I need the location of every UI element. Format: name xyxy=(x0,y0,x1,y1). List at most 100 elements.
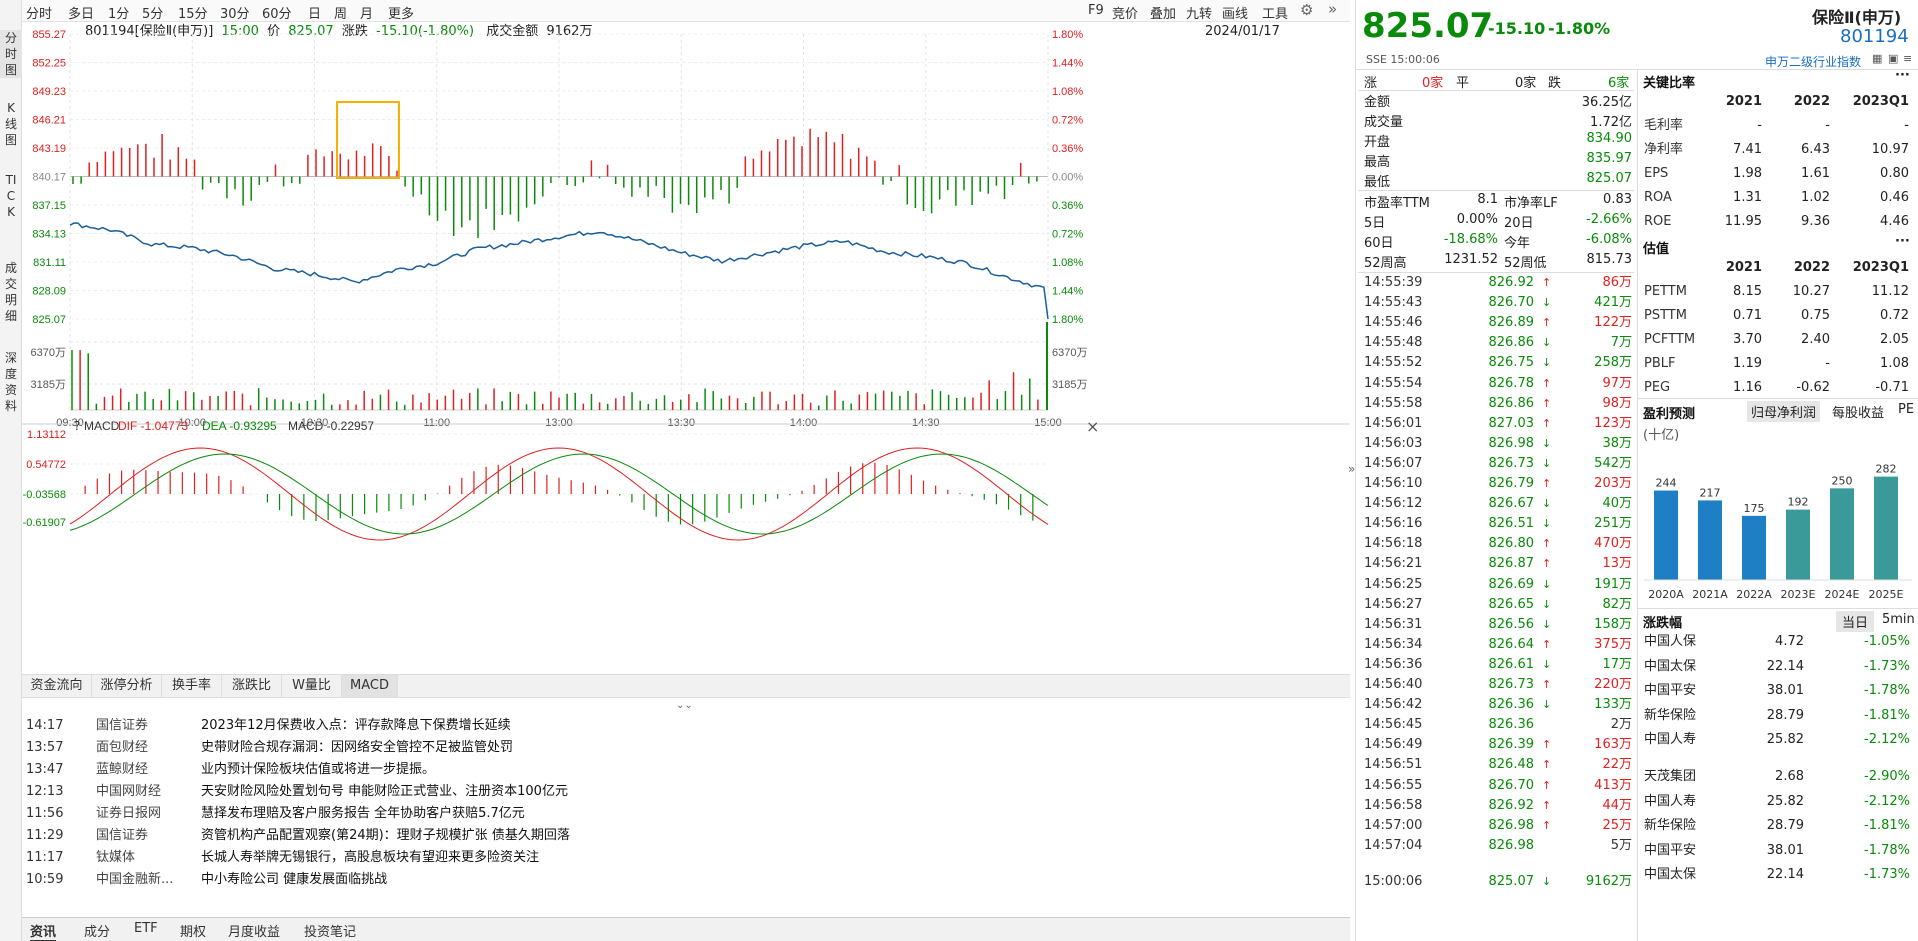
period-day[interactable]: 日 xyxy=(308,7,322,22)
rail-item-trades[interactable]: 成交明细 xyxy=(4,261,17,323)
rail-item-intraday[interactable]: 分时图 xyxy=(0,30,22,78)
tab-notes[interactable]: 投资笔记 xyxy=(304,925,357,940)
peer-row[interactable]: 中国人寿 25.82 -2.12% xyxy=(1642,790,1914,814)
peer-row[interactable]: 天茂集团 2.68 -2.90% xyxy=(1642,765,1914,789)
period-60min[interactable]: 60分 xyxy=(262,7,292,22)
peer-row[interactable]: 新华保险 28.79 -1.81% xyxy=(1642,814,1914,838)
peer-row[interactable]: 中国平安 38.01 -1.78% xyxy=(1642,679,1914,703)
tab-news[interactable]: 资讯 xyxy=(30,921,57,941)
period-1min[interactable]: 1分 xyxy=(108,7,130,22)
draw-button[interactable]: 画线 xyxy=(1222,7,1249,22)
tick-volume: 122万 xyxy=(1594,315,1632,331)
ratios-more-icon[interactable]: ··· xyxy=(1895,68,1910,83)
news-headline[interactable]: 天安财险风险处置划句号 申能财险正式营业、注册资本100亿元 xyxy=(201,784,568,799)
valuation-label: PETTM xyxy=(1644,284,1687,299)
news-headline[interactable]: 业内预计保险板块估值或将进一步提振。 xyxy=(201,762,436,777)
f9-button[interactable]: F9 xyxy=(1088,3,1104,18)
forecast-category: 2025E xyxy=(1869,588,1904,601)
news-headline[interactable]: 资管机构产品配置观察(第24期)：理财子规模扩张 债基久期回落 xyxy=(201,828,570,843)
tab-today[interactable]: 当日 xyxy=(1836,611,1875,632)
tools-button[interactable]: 工具 xyxy=(1262,7,1289,22)
tab-components[interactable]: 成分 xyxy=(84,925,111,940)
period-5min[interactable]: 5分 xyxy=(142,7,164,22)
panel-collapse-icon[interactable]: » xyxy=(1348,462,1356,476)
news-headline[interactable]: 长城人寿举牌无锡银行，高股息板块有望迎来更多险资关注 xyxy=(201,850,540,865)
peer-change: -2.90% xyxy=(1864,769,1910,784)
close-icon[interactable]: × xyxy=(1086,417,1099,436)
period-15min[interactable]: 15分 xyxy=(178,7,208,22)
tab-eps[interactable]: 每股收益 xyxy=(1832,406,1885,421)
period-week[interactable]: 周 xyxy=(334,7,348,22)
tab-macd[interactable]: MACD xyxy=(342,675,398,697)
valuation-value: 1.16 xyxy=(1733,380,1762,395)
arrow-down-icon: ↓ xyxy=(1542,577,1552,591)
news-time: 13:57 xyxy=(26,740,64,755)
news-item[interactable]: 11:29 国信证券 资管机构产品配置观察(第24期)：理财子规模扩张 债基久期回落 xyxy=(26,825,570,846)
price-axis-label: 855.27 xyxy=(32,29,66,41)
jiuzhuan-button[interactable]: 九转 xyxy=(1186,7,1213,22)
news-item[interactable]: 11:17 钛媒体 长城人寿举牌无锡银行，高股息板块有望迎来更多险资关注 xyxy=(26,847,539,868)
tab-turnover[interactable]: 换手率 xyxy=(162,675,222,697)
stat2-label: 今年 xyxy=(1504,236,1531,251)
auction-button[interactable]: 竞价 xyxy=(1112,7,1139,22)
tab-monthly-return[interactable]: 月度收益 xyxy=(228,925,281,940)
news-headline[interactable]: 中小寿险公司 健康发展面临挑战 xyxy=(201,872,388,887)
info-icon[interactable]: ▣ xyxy=(1888,52,1899,65)
peer-row[interactable]: 中国人寿 25.82 -2.12% xyxy=(1642,728,1914,752)
tab-net-profit[interactable]: 归母净利润 xyxy=(1747,401,1821,422)
news-item[interactable]: 11:56 证券日报网 慧择发布理赔及客户服务报告 全年协助客户获赔5.7亿元 xyxy=(26,803,525,824)
period-30min[interactable]: 30分 xyxy=(220,7,250,22)
index-category-link[interactable]: 申万二级行业指数 xyxy=(1765,55,1862,69)
news-headline[interactable]: 史带财险合规存漏洞：因网络安全管控不足被监管处罚 xyxy=(201,740,514,755)
news-item[interactable]: 10:59 中国金融新... 中小寿险公司 健康发展面临挑战 xyxy=(26,869,387,890)
tick-price: 826.36 xyxy=(1488,697,1535,713)
news-item[interactable]: 14:17 国信证券 2023年12月保费收入点：评存款降息下保费增长延续 xyxy=(26,715,511,736)
gear-icon[interactable]: ⚙ xyxy=(1300,1,1314,19)
news-item[interactable]: 13:47 蓝鲸财经 业内预计保险板块估值或将进一步提振。 xyxy=(26,759,435,780)
valuation-more-icon[interactable]: ··· xyxy=(1895,234,1910,249)
tab-limit-analysis[interactable]: 涨停分析 xyxy=(92,675,162,697)
question-icon[interactable]: ? xyxy=(74,419,80,433)
period-month[interactable]: 月 xyxy=(360,7,374,22)
tab-w-volume-ratio[interactable]: W量比 xyxy=(282,675,342,697)
peer-row[interactable]: 中国平安 38.01 -1.78% xyxy=(1642,839,1914,863)
period-intraday[interactable]: 分时 xyxy=(26,7,53,22)
tick-row: 14:55:54 826.78 ↑ 97万 xyxy=(1364,374,1634,394)
peer-row[interactable]: 中国太保 22.14 -1.73% xyxy=(1642,655,1914,679)
period-more[interactable]: 更多 xyxy=(388,7,415,22)
rail-item-kline[interactable]: K线图 xyxy=(4,101,17,147)
tab-pe[interactable]: PE xyxy=(1898,402,1915,417)
tick-time: 14:55:48 xyxy=(1364,335,1423,351)
tab-5min[interactable]: 5min xyxy=(1882,612,1915,627)
tab-fund-flow[interactable]: 资金流向 xyxy=(22,675,92,697)
news-headline[interactable]: 慧择发布理赔及客户服务报告 全年协助客户获赔5.7亿元 xyxy=(201,806,525,821)
tab-adv-dec[interactable]: 涨跌比 xyxy=(222,675,282,697)
rail-item-depth[interactable]: 深度资料 xyxy=(4,351,17,413)
peer-price: 25.82 xyxy=(1766,732,1804,747)
overlay-button[interactable]: 叠加 xyxy=(1150,7,1177,22)
intraday-chart[interactable]: 855.27 1.80% 852.25 1.44% 849.23 1.08% 846.21 0… xyxy=(22,22,1350,674)
double-chevron-right-icon[interactable]: » xyxy=(1328,0,1338,18)
highlight-box xyxy=(336,101,400,179)
peer-row[interactable]: 中国太保 22.14 -1.73% xyxy=(1642,863,1914,887)
peer-row[interactable]: 新华保险 28.79 -1.81% xyxy=(1642,704,1914,728)
valuation-year: 2023Q1 xyxy=(1852,260,1909,275)
more-icon[interactable]: ≡ xyxy=(1903,52,1913,65)
peer-row[interactable]: 中国人保 4.72 -1.05% xyxy=(1642,630,1914,654)
chevron-down-icon[interactable]: ⌄⌄ xyxy=(676,700,693,711)
news-headline[interactable]: 2023年12月保费收入点：评存款降息下保费增长延续 xyxy=(201,718,511,733)
news-item[interactable]: 13:57 面包财经 史带财险合规存漏洞：因网络安全管控不足被监管处罚 xyxy=(26,737,513,758)
tab-etf[interactable]: ETF xyxy=(134,921,158,936)
news-item[interactable]: 12:13 中国网财经 天安财险风险处置划句号 申能财险正式营业、注册资本100亿元 xyxy=(26,781,568,802)
grid-icon[interactable]: ▦ xyxy=(1872,52,1883,65)
tab-options[interactable]: 期权 xyxy=(180,925,207,940)
pct-axis-label: 1.80% xyxy=(1052,314,1083,326)
tick-row: 14:56:58 826.92 ↑ 44万 xyxy=(1364,796,1634,816)
tick-time: 14:56:03 xyxy=(1364,435,1423,451)
ratios-value: 11.95 xyxy=(1724,214,1762,229)
rail-item-tick[interactable]: TICK xyxy=(5,173,17,219)
ratios-year: 2022 xyxy=(1793,94,1830,109)
period-multiday[interactable]: 多日 xyxy=(68,7,95,22)
info-change-label: 涨跌 xyxy=(341,24,368,39)
arrow-down-icon: ↓ xyxy=(1542,436,1552,450)
